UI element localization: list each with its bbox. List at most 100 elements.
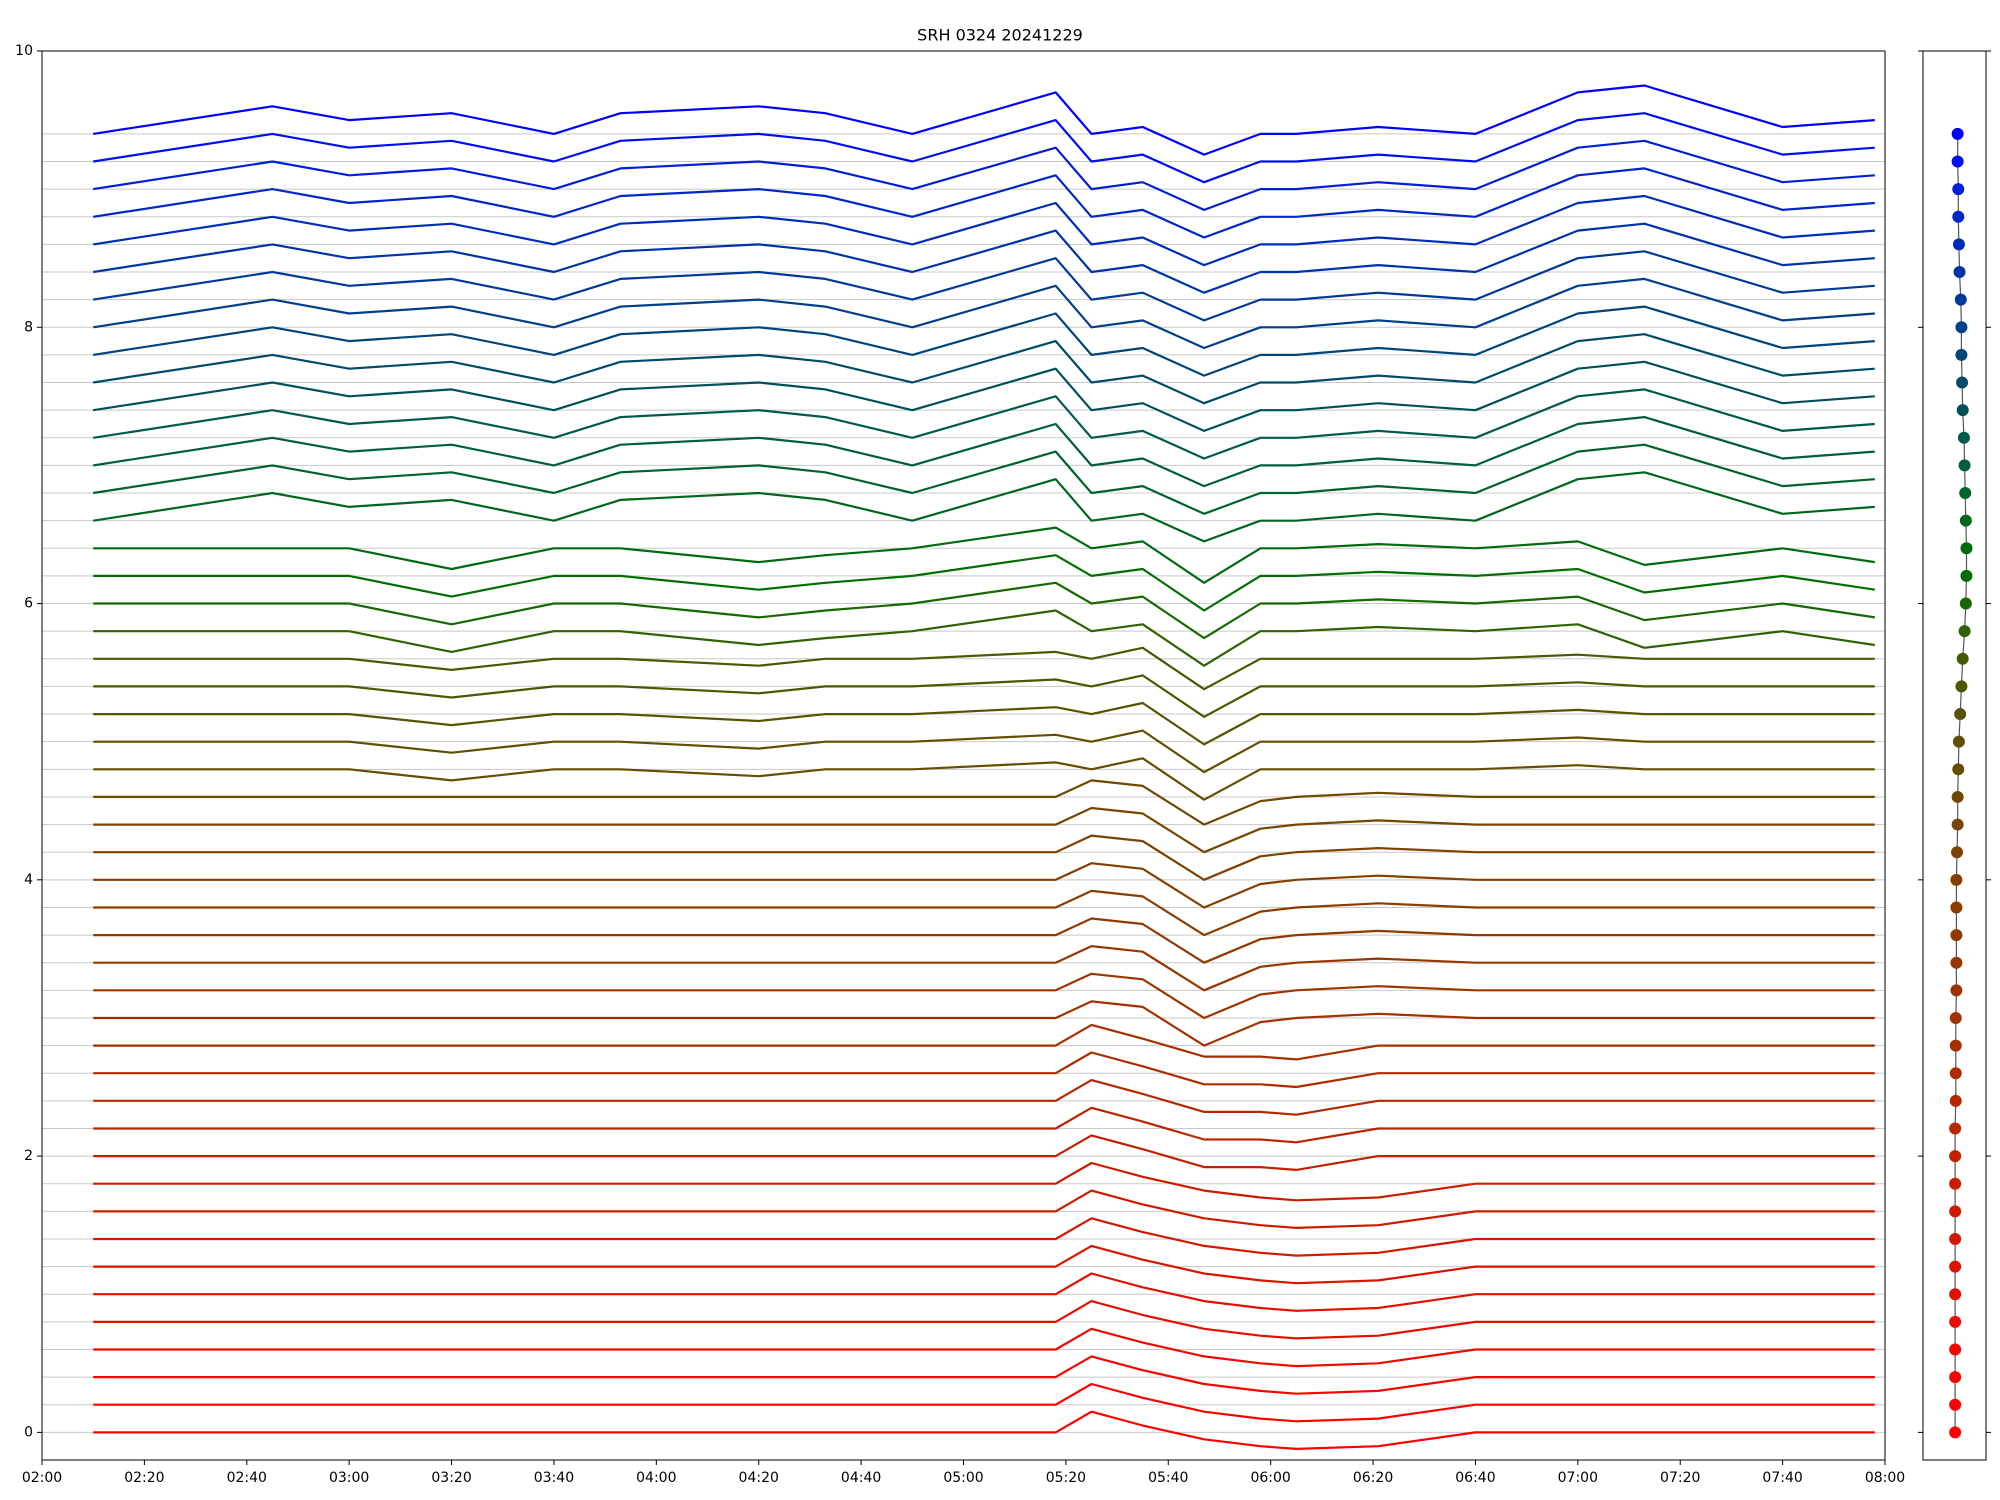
point [1950,929,1963,942]
y-tick-label: 0 [24,1424,33,1440]
y-tick-label: 4 [24,872,33,888]
series-line [93,388,1875,460]
series-line [93,84,1875,156]
point [1950,873,1963,886]
series-line [93,1410,1875,1450]
series-line [93,862,1875,909]
point [1949,1205,1962,1218]
series-line [93,889,1875,937]
point [1951,846,1964,859]
point [1949,1011,1962,1024]
point [1951,818,1964,831]
series-line [93,674,1875,718]
point [1949,1039,1962,1052]
series-line [93,945,1875,992]
x-tick-label: 06:00 [1250,1470,1290,1486]
series-line [93,757,1875,801]
chart-title: SRH 0324 20241229 [917,26,1083,45]
point [1949,1371,1962,1384]
point [1954,708,1967,721]
y-tick-label: 10 [15,43,33,59]
point [1949,1288,1962,1301]
series-line [93,1327,1875,1368]
point [1953,266,1966,279]
series-line [93,917,1875,964]
series-line [93,167,1875,239]
x-tick-label: 07:40 [1762,1470,1802,1486]
x-tick-label: 05:20 [1046,1470,1086,1486]
series-line [93,1023,1875,1061]
series-line [93,701,1875,746]
series-line [93,972,1875,1020]
series-line [93,250,1875,322]
series-line [93,1217,1875,1257]
x-tick-label: 04:40 [841,1470,881,1486]
series-line [93,609,1875,667]
point [1956,404,1969,417]
point [1950,984,1963,997]
point [1959,487,1972,500]
x-tick-label: 04:00 [636,1470,676,1486]
series-line [93,526,1875,584]
point [1949,1122,1962,1135]
series-line [93,416,1875,488]
point [1957,431,1970,444]
series-line [93,1189,1875,1229]
series-line [93,471,1875,543]
point [1949,1067,1962,1080]
series-line [93,646,1875,691]
series-line [93,729,1875,774]
x-tick-label: 07:00 [1558,1470,1598,1486]
series-line [93,834,1875,881]
series-line [93,1382,1875,1423]
x-tick-label: 08:00 [1865,1470,1905,1486]
x-tick-label: 03:40 [534,1470,574,1486]
x-tick-label: 06:40 [1455,1470,1495,1486]
x-tick-label: 02:20 [124,1470,164,1486]
point [1949,1094,1962,1107]
point [1954,293,1967,306]
series-line [93,1161,1875,1202]
point [1949,1177,1962,1190]
point [1952,238,1965,251]
series-line [93,1000,1875,1047]
series-line [93,360,1875,432]
point [1949,1232,1962,1245]
y-tick-label: 8 [24,319,33,335]
point [1958,625,1971,638]
series-line [93,1051,1875,1089]
series-line [93,1272,1875,1312]
point [1949,1426,1962,1439]
point [1949,1343,1962,1356]
panel-frame [1922,50,1987,1461]
series-line [93,1079,1875,1116]
series-line [93,222,1875,294]
y-tick-label: 6 [24,596,33,612]
series-line [93,333,1875,405]
y-tick-label: 2 [24,1148,33,1164]
x-tick-label: 05:40 [1148,1470,1188,1486]
point [1949,1260,1962,1273]
series-line [93,194,1875,267]
series-line [93,806,1875,854]
point [1949,1315,1962,1328]
point [1951,155,1964,168]
point [1955,321,1968,334]
series-line [93,277,1875,350]
series-line [93,1355,1875,1395]
point [1951,790,1964,803]
series-line [93,1106,1875,1144]
series-line [93,443,1875,515]
point [1952,763,1965,776]
series-line [93,1244,1875,1285]
series-line [93,779,1875,826]
point [1950,956,1963,969]
point [1955,680,1968,693]
series-line [93,305,1875,377]
point [1959,597,1972,610]
point [1950,901,1963,914]
x-tick-label: 04:20 [739,1470,779,1486]
x-tick-label: 06:20 [1353,1470,1393,1486]
point [1952,210,1965,223]
